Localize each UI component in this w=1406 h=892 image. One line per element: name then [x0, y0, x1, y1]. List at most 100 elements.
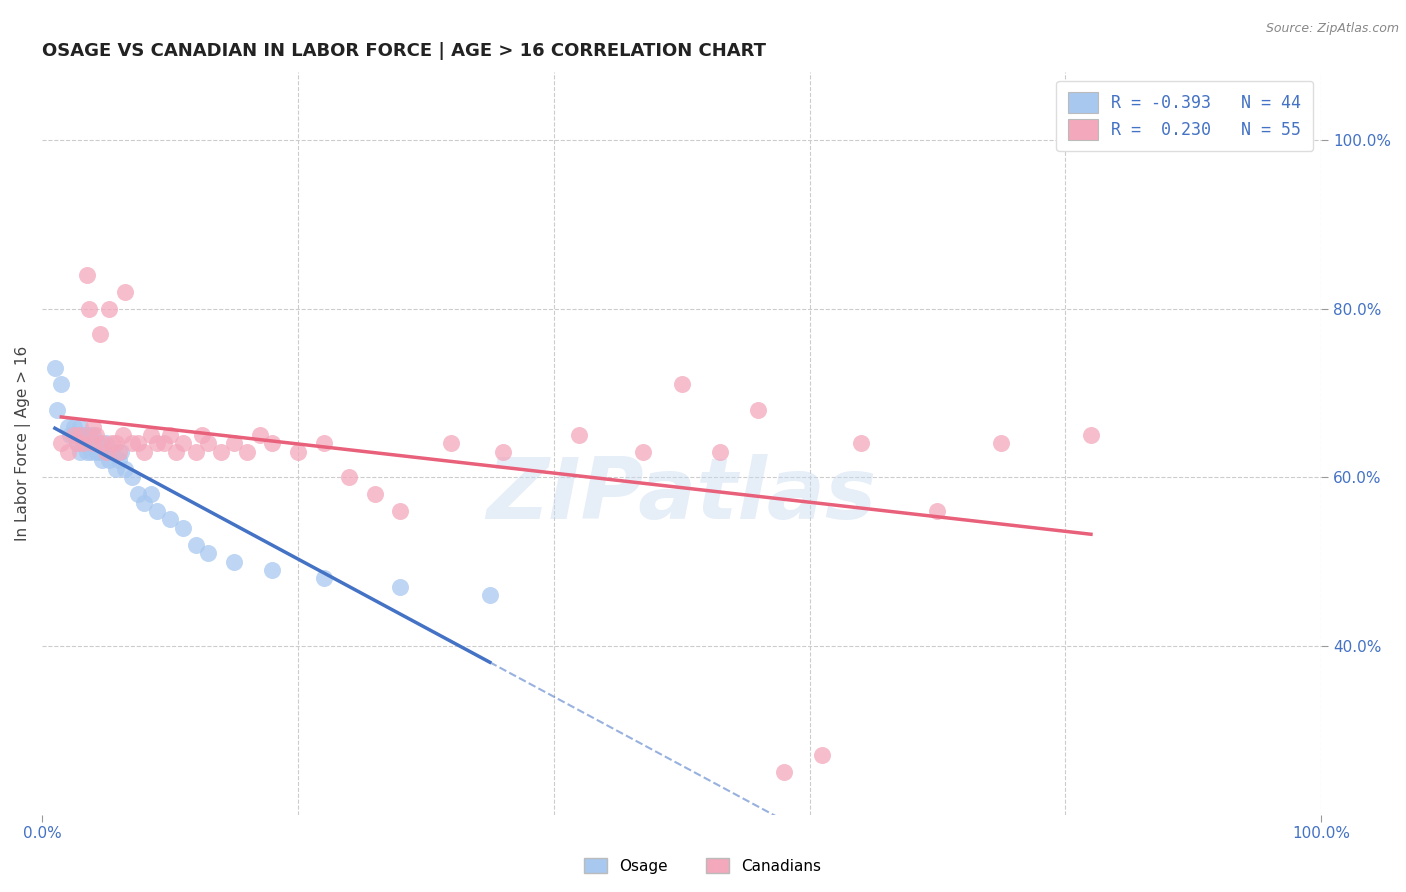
Y-axis label: In Labor Force | Age > 16: In Labor Force | Age > 16 [15, 346, 31, 541]
Point [82, 436, 104, 450]
Point [82, 419, 104, 434]
Point [222, 555, 245, 569]
Point [633, 445, 655, 459]
Point [172, 436, 194, 450]
Point [66, 436, 89, 450]
Point [849, 436, 872, 450]
Point [44, 360, 66, 375]
Point [76, 268, 98, 282]
Legend: R = -0.393   N = 44, R =  0.230   N = 55: R = -0.393 N = 44, R = 0.230 N = 55 [1056, 81, 1313, 152]
Point [114, 285, 136, 299]
Point [105, 436, 128, 450]
Point [209, 445, 232, 459]
Point [222, 436, 245, 450]
Point [134, 445, 156, 459]
Point [121, 470, 143, 484]
Point [172, 521, 194, 535]
Point [82, 428, 104, 442]
Point [51, 436, 73, 450]
Text: ZIPatlas: ZIPatlas [486, 454, 877, 537]
Point [82, 436, 104, 450]
Point [84, 428, 107, 442]
Point [56, 445, 79, 459]
Point [491, 445, 513, 459]
Point [139, 487, 162, 501]
Point [66, 436, 89, 450]
Point [101, 436, 124, 450]
Point [568, 428, 591, 442]
Point [389, 504, 412, 518]
Point [108, 445, 131, 459]
Point [69, 428, 91, 442]
Point [197, 546, 219, 560]
Point [927, 504, 949, 518]
Point [108, 453, 131, 467]
Text: Source: ZipAtlas.com: Source: ZipAtlas.com [1265, 22, 1399, 36]
Point [440, 436, 463, 450]
Point [159, 512, 181, 526]
Point [389, 580, 412, 594]
Point [76, 445, 98, 459]
Point [146, 504, 169, 518]
Point [105, 462, 128, 476]
Point [990, 436, 1012, 450]
Point [363, 487, 385, 501]
Point [72, 436, 94, 450]
Point [76, 436, 98, 450]
Point [287, 445, 309, 459]
Text: OSAGE VS CANADIAN IN LABOR FORCE | AGE > 16 CORRELATION CHART: OSAGE VS CANADIAN IN LABOR FORCE | AGE >… [42, 42, 766, 60]
Point [111, 428, 134, 442]
Point [249, 428, 271, 442]
Point [89, 326, 111, 341]
Point [69, 445, 91, 459]
Point [773, 765, 796, 780]
Point [747, 402, 769, 417]
Point [110, 445, 132, 459]
Point [121, 436, 143, 450]
Point [139, 428, 162, 442]
Point [80, 445, 103, 459]
Point [91, 453, 114, 467]
Point [478, 588, 501, 602]
Point [127, 436, 149, 450]
Point [97, 301, 120, 316]
Point [184, 538, 207, 552]
Point [59, 428, 82, 442]
Point [262, 563, 284, 577]
Point [197, 436, 219, 450]
Point [101, 445, 124, 459]
Point [84, 445, 107, 459]
Point [86, 436, 108, 450]
Point [46, 402, 69, 417]
Point [671, 377, 693, 392]
Point [1080, 428, 1102, 442]
Point [89, 445, 111, 459]
Point [165, 445, 187, 459]
Point [127, 487, 149, 501]
Point [236, 445, 259, 459]
Point [94, 436, 117, 450]
Legend: Osage, Canadians: Osage, Canadians [578, 852, 828, 880]
Point [73, 428, 96, 442]
Point [56, 419, 79, 434]
Point [152, 436, 174, 450]
Point [811, 748, 834, 763]
Point [146, 436, 169, 450]
Point [184, 445, 207, 459]
Point [312, 571, 335, 585]
Point [79, 301, 101, 316]
Point [114, 462, 136, 476]
Point [51, 377, 73, 392]
Point [97, 453, 120, 467]
Point [79, 428, 101, 442]
Point [134, 495, 156, 509]
Point [159, 428, 181, 442]
Point [63, 419, 86, 434]
Point [191, 428, 214, 442]
Point [312, 436, 335, 450]
Point [66, 428, 89, 442]
Point [94, 445, 117, 459]
Point [262, 436, 284, 450]
Point [69, 419, 91, 434]
Point [63, 428, 86, 442]
